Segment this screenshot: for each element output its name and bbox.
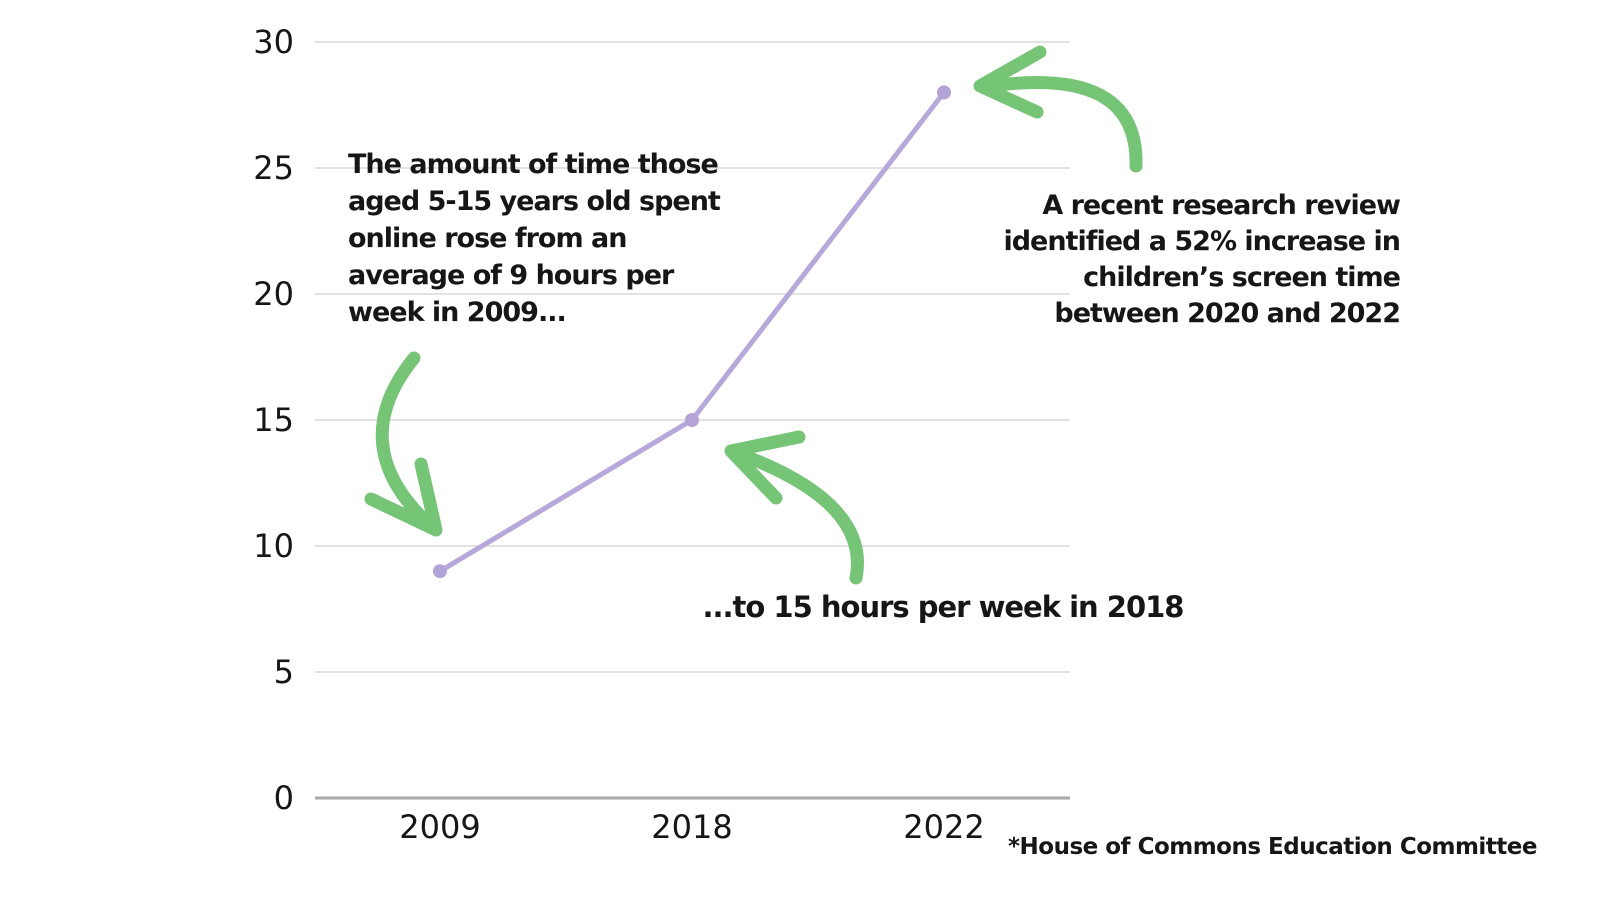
x-axis-labels: 2009 2018 2022 — [399, 808, 984, 846]
annotation-line: average of 9 hours per — [348, 260, 674, 291]
y-tick-label: 25 — [253, 149, 294, 187]
data-points — [433, 85, 951, 579]
annotation-line: online rose from an — [348, 223, 627, 254]
arrowhead — [973, 45, 1047, 119]
annotation-line: children’s screen time — [1083, 262, 1401, 293]
x-tick-label: 2009 — [399, 808, 480, 846]
arrow-to-2018-point — [724, 430, 864, 585]
gridlines — [315, 41, 1070, 800]
x-tick-label: 2018 — [651, 808, 732, 846]
y-tick-label: 5 — [274, 653, 294, 691]
annotation-2022: A recent research review identified a 52%… — [1003, 188, 1401, 332]
y-tick-label: 15 — [253, 401, 294, 439]
curved-arrow-shaft — [727, 445, 864, 585]
annotation-line: identified a 52% increase in — [1003, 226, 1401, 257]
arrow-to-2009-point — [364, 351, 443, 537]
y-tick-label: 10 — [253, 527, 294, 565]
arrowhead — [724, 430, 806, 505]
annotation-line: week in 2009... — [348, 297, 567, 328]
annotation-2009: The amount of time those aged 5-15 years … — [348, 146, 721, 331]
arrowhead — [364, 457, 443, 537]
data-point — [433, 564, 447, 579]
y-tick-label: 20 — [253, 275, 294, 313]
x-tick-label: 2022 — [903, 808, 984, 846]
arrow-to-2022-point — [973, 45, 1143, 173]
y-axis-labels: 0 5 10 15 20 25 30 — [253, 23, 294, 817]
annotation-2018: ...to 15 hours per week in 2018 — [702, 590, 1185, 624]
y-tick-label: 30 — [253, 23, 294, 61]
y-tick-label: 0 — [274, 779, 294, 817]
curved-arrow-shaft — [375, 351, 440, 535]
annotation-arrows — [364, 45, 1143, 585]
annotation-line: A recent research review — [1042, 190, 1401, 221]
data-point — [937, 85, 951, 100]
annotation-line: between 2020 and 2022 — [1054, 298, 1401, 329]
data-point — [685, 413, 699, 427]
source-attribution: *House of Commons Education Committee — [1008, 834, 1538, 860]
annotation-line: aged 5-15 years old spent — [348, 186, 721, 217]
annotation-line: The amount of time those — [348, 149, 719, 180]
curved-arrow-shaft — [977, 75, 1143, 173]
